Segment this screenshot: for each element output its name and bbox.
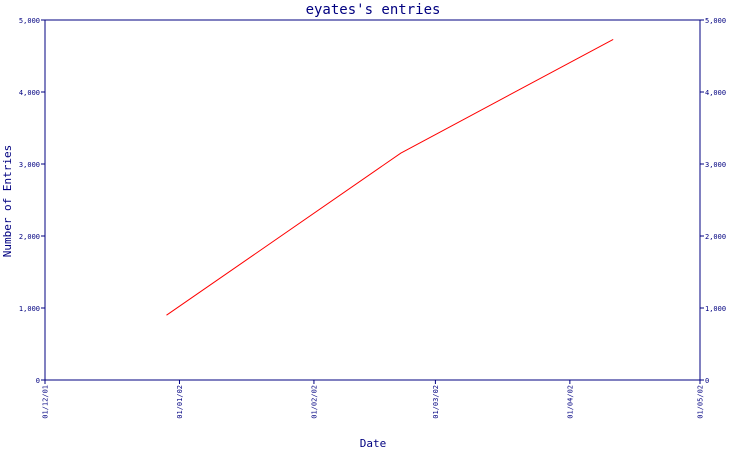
x-tick-label: 01/04/02 bbox=[566, 385, 574, 419]
y-tick-label-left: 2,000 bbox=[19, 233, 40, 241]
x-tick-label: 01/12/01 bbox=[42, 385, 50, 419]
plot-area: 0 0 1,000 1,000 2,000 2,000 3,000 3,000 4,000 4,0… bbox=[19, 17, 726, 419]
y-tick-label-left: 4,000 bbox=[19, 89, 40, 97]
y-tick-label-left: 0 bbox=[36, 377, 40, 385]
y-tick-label-right: 4,000 bbox=[705, 89, 726, 97]
x-tick-label: 01/03/02 bbox=[432, 385, 440, 419]
y-tick-label-left: 5,000 bbox=[19, 17, 40, 25]
series-line-0 bbox=[166, 38, 614, 316]
x-tick-label: 01/05/02 bbox=[697, 385, 705, 419]
x-tick-label: 01/01/02 bbox=[176, 385, 184, 419]
chart-title: eyates's entries bbox=[306, 2, 441, 18]
y-axis-title: Number of Entries bbox=[1, 145, 14, 258]
y-tick-label-right: 3,000 bbox=[705, 161, 726, 169]
y-tick-label-left: 1,000 bbox=[19, 305, 40, 313]
x-axis-title: Date bbox=[360, 437, 387, 450]
y-tick-label-right: 5,000 bbox=[705, 17, 726, 25]
x-tick-label: 01/02/02 bbox=[310, 385, 318, 419]
y-tick-label-right: 2,000 bbox=[705, 233, 726, 241]
y-tick-label-right: 0 bbox=[705, 377, 709, 385]
y-tick-label-right: 1,000 bbox=[705, 305, 726, 313]
plot-frame bbox=[44, 19, 701, 381]
y-tick-label-left: 3,000 bbox=[19, 161, 40, 169]
